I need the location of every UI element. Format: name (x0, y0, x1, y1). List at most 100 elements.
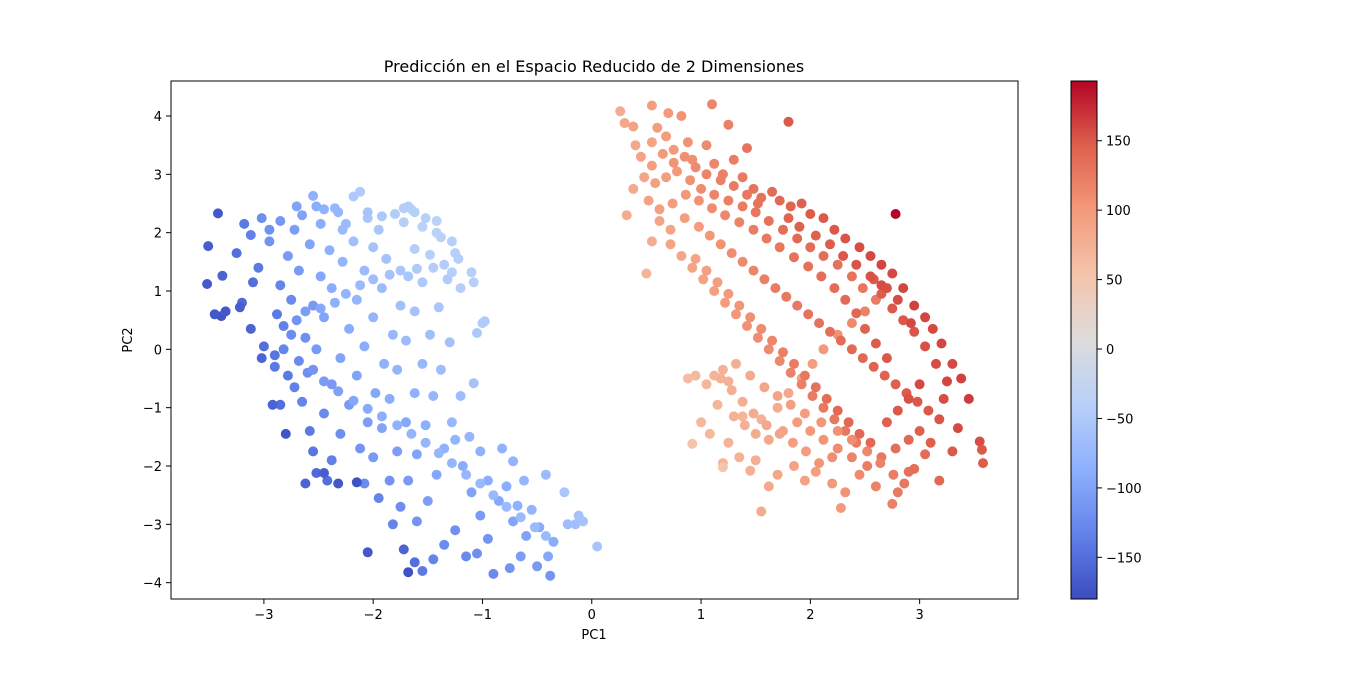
x-tick-label: 0 (588, 608, 596, 623)
scatter-point (519, 475, 529, 486)
scatter-point (887, 498, 898, 509)
scatter-point (685, 175, 696, 186)
scatter-point (976, 444, 987, 455)
scatter-point (772, 402, 783, 413)
scatter-point (723, 119, 734, 130)
scatter-point (745, 312, 756, 323)
scatter-point (326, 283, 337, 294)
scatter-point (818, 251, 829, 261)
scatter-point (450, 525, 461, 536)
colorbar-tick-label: 150 (1106, 135, 1131, 150)
y-axis-label: PC2 (121, 327, 136, 352)
scatter-point (650, 178, 661, 189)
scatter-point (431, 216, 442, 226)
scatter-point (628, 183, 639, 194)
colorbar-tick-label: −150 (1106, 551, 1142, 566)
scatter-point (420, 437, 431, 448)
scatter-point (578, 516, 588, 527)
scatter-point (805, 209, 816, 219)
scatter-point (748, 408, 759, 419)
scatter-point (936, 338, 947, 349)
scatter-point (737, 411, 748, 422)
scatter-point (737, 396, 748, 407)
scatter-point (818, 213, 829, 224)
scatter-point (854, 428, 865, 439)
scatter-point (827, 478, 838, 489)
scatter-point (682, 373, 693, 384)
scatter-point (816, 417, 827, 428)
scatter-point (696, 417, 707, 428)
scatter-point (914, 379, 925, 390)
scatter-point (774, 242, 785, 253)
scatter-point (308, 300, 319, 311)
scatter-point (217, 270, 228, 281)
scatter-point (712, 399, 723, 410)
scatter-point (403, 271, 414, 282)
scatter-point (504, 563, 515, 574)
scatter-point (761, 420, 772, 431)
scatter-point (468, 277, 479, 288)
scatter-point (289, 224, 300, 235)
scatter-point (355, 186, 366, 197)
scatter-point (417, 277, 428, 288)
scatter-point (411, 449, 422, 460)
scatter-point (723, 376, 734, 387)
scatter-point (898, 315, 909, 326)
scatter-point (526, 504, 537, 515)
scatter-point (909, 300, 920, 311)
colorbar-tick-label: 0 (1106, 343, 1114, 358)
scatter-point (417, 221, 428, 232)
scatter-point (293, 356, 304, 366)
scatter-point (337, 224, 348, 235)
scatter-point (846, 318, 857, 329)
scatter-point (570, 519, 581, 530)
scatter-point (479, 316, 490, 327)
scatter-point (488, 490, 499, 501)
scatter-point (829, 283, 840, 294)
colorbar-axis: −150 −100 −50 0 50 100 150 (1097, 135, 1142, 566)
scatter-point (435, 364, 446, 375)
scatter-point (846, 344, 857, 355)
scatter-point (264, 224, 275, 235)
scatter-point (676, 111, 687, 121)
scatter-point (728, 411, 739, 422)
x-tick-label: −3 (254, 608, 273, 623)
scatter-point (832, 443, 843, 454)
scatter-point (810, 466, 821, 477)
scatter-point (825, 239, 835, 250)
scatter-point (275, 399, 286, 410)
scatter-point (865, 437, 876, 448)
scatter-point (422, 496, 433, 506)
scatter-point (825, 326, 835, 337)
scatter-point (425, 249, 435, 260)
scatter-point (794, 221, 805, 232)
scatter-point (362, 417, 373, 428)
scatter-point (376, 411, 387, 422)
scatter-point (785, 201, 796, 212)
scatter-point (723, 195, 734, 206)
scatter-point (532, 561, 543, 572)
scatter-point (862, 461, 873, 471)
scatter-point (676, 251, 687, 261)
scatter-point (835, 503, 846, 513)
scatter-point (737, 172, 748, 183)
scatter-point (792, 300, 803, 311)
scatter-point (759, 274, 770, 285)
scatter-point (446, 417, 457, 428)
y-tick-label: −3 (143, 518, 162, 533)
scatter-point (308, 446, 319, 457)
scatter-point (701, 169, 712, 180)
scatter-point (280, 428, 291, 439)
scatter-point (892, 294, 903, 305)
scatter-point (807, 391, 818, 401)
scatter-point (392, 364, 403, 375)
scatter-point (807, 358, 818, 369)
scatter-point (799, 370, 810, 381)
scatter-point (362, 547, 373, 558)
chart-title: Predicción en el Espacio Reducido de 2 D… (384, 57, 804, 76)
y-tick-label: 2 (154, 227, 162, 242)
scatter-point (398, 544, 409, 555)
scatter-point (559, 487, 570, 498)
scatter-point (723, 288, 734, 299)
